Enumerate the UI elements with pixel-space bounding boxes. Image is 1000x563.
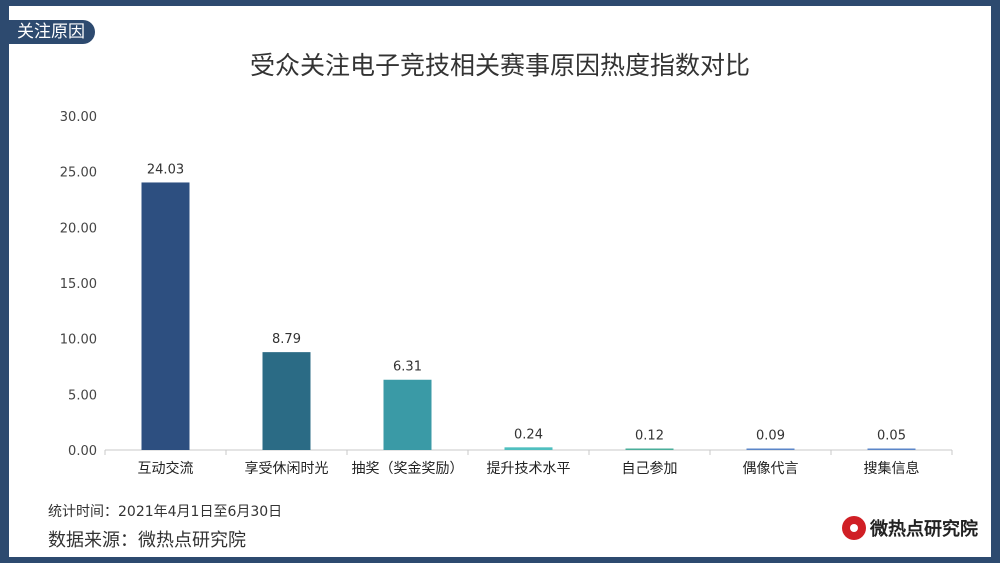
x-tick-label: 享受休闲时光 [245, 460, 329, 477]
bar [262, 352, 311, 450]
brand-eye-icon [842, 516, 866, 540]
x-tick-label: 偶像代言 [743, 461, 799, 477]
data-label: 0.09 [756, 429, 785, 444]
data-source: 数据来源：微热点研究院 [48, 530, 246, 551]
frame-left [0, 0, 9, 563]
frame-bottom [0, 557, 1000, 563]
x-tick-label: 提升技术水平 [487, 461, 571, 477]
y-tick-label: 0.00 [68, 444, 97, 459]
y-tick-label: 20.00 [60, 221, 97, 236]
y-tick-label: 5.00 [68, 388, 97, 403]
x-tick-label: 自己参加 [622, 460, 678, 477]
bar [141, 182, 190, 450]
bar [504, 447, 553, 450]
frame-right [991, 0, 1000, 563]
x-tick-label: 互动交流 [138, 460, 194, 477]
data-label: 0.24 [514, 427, 543, 442]
data-label: 8.79 [272, 332, 301, 347]
x-tick-label: 搜集信息 [864, 460, 920, 477]
brand-name: 微热点研究院 [870, 519, 978, 540]
bar [383, 379, 432, 450]
y-tick-label: 25.00 [60, 166, 97, 181]
x-tick-label: 抽奖（奖金奖励） [352, 460, 464, 477]
chart-title: 受众关注电子竞技相关赛事原因热度指数对比 [249, 51, 750, 80]
data-label: 24.03 [147, 162, 184, 177]
bar [625, 448, 674, 450]
section-tab: 关注原因 [9, 20, 95, 44]
y-tick-label: 30.00 [60, 110, 97, 125]
statistics-period: 统计时间：2021年4月1日至6月30日 [48, 504, 283, 520]
y-tick-label: 10.00 [60, 333, 97, 348]
y-tick-label: 15.00 [60, 277, 97, 292]
data-label: 0.12 [635, 429, 664, 444]
frame-top [0, 0, 1000, 6]
data-label: 0.05 [877, 429, 906, 444]
brand-logo: 微热点研究院 [842, 515, 978, 541]
data-label: 6.31 [393, 360, 422, 375]
bar [746, 448, 795, 450]
bar [867, 448, 916, 450]
